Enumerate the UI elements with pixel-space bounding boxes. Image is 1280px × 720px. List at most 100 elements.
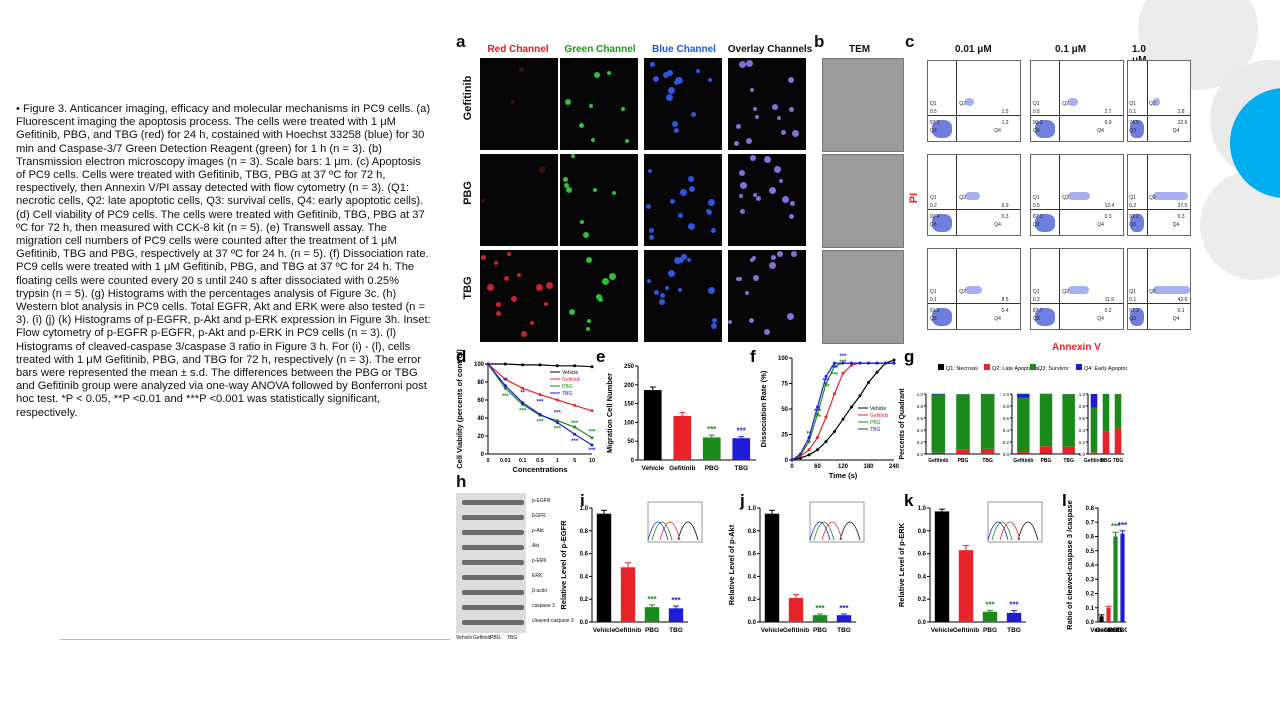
y-tick-label: 0.6 (580, 552, 589, 558)
significance-label: *** (814, 415, 822, 421)
cell-dot (755, 115, 759, 119)
event-cluster (1067, 191, 1090, 200)
y-tick-label: 0.8 (1003, 404, 1010, 409)
cell-dot (777, 116, 781, 120)
cell-dot (546, 282, 553, 289)
event-cluster (964, 285, 983, 294)
quadrant-value: 0.4 (1001, 308, 1009, 315)
data-point (816, 436, 819, 440)
quadrant-label: Q2 (959, 195, 966, 201)
cell-dot (756, 196, 761, 201)
cell-dot (707, 210, 712, 215)
data-point (799, 452, 802, 456)
legend-label: Vehicle (562, 370, 578, 376)
y-tick-label: 0.4 (748, 574, 757, 580)
event-cluster (964, 97, 974, 106)
quadrant-label: Q2 (959, 101, 966, 107)
y-tick-label: 0.1 (1086, 606, 1095, 612)
bar-gefitinib (673, 416, 692, 460)
stacked-segment (1062, 394, 1075, 447)
cell-dot (752, 256, 756, 260)
quadrant-value: 0.2 (1104, 308, 1112, 315)
data-point (790, 458, 794, 462)
x-tick-label: Vehicle (931, 627, 954, 634)
cell-dot (563, 177, 568, 182)
event-cluster (931, 120, 952, 138)
significance-label: ** (807, 432, 812, 438)
bar-vehicle (596, 513, 612, 622)
cell-dot (571, 154, 575, 158)
x-tick-label: Vehicle (761, 627, 784, 634)
y-tick-label: 0 (481, 452, 485, 458)
cell-dot (738, 277, 742, 281)
quadrant-value: 0.1 (1129, 109, 1137, 115)
y-tick-label: 0.2 (1086, 592, 1095, 598)
x-tick-label: Gefitinib (1095, 627, 1121, 634)
significance-label: *** (588, 429, 596, 435)
quadrant-label: Q3 (1032, 316, 1040, 323)
cell-dot (625, 139, 629, 143)
blot-band (462, 590, 524, 595)
data-point (503, 362, 507, 366)
cell-dot (481, 199, 485, 203)
y-tick-label: 0.6 (1086, 535, 1095, 541)
significance-label: *** (831, 366, 839, 372)
significance-label: *** (536, 419, 544, 425)
cell-dot (674, 257, 681, 264)
data-point (590, 409, 594, 413)
cell-dot (789, 107, 794, 112)
cell-dot (649, 235, 654, 240)
inset-histogram-curve (839, 521, 861, 541)
x-tick-label: TBG (1063, 458, 1074, 464)
quadrant-label: Q4 (1097, 222, 1104, 229)
bar-vehicle (1099, 616, 1104, 622)
quadrant-value: 11.9 (1104, 297, 1114, 303)
y-tick-label: 0.2 (1079, 440, 1086, 445)
significance-label: *** (831, 372, 839, 378)
channel-label-overlay: Overlay Channels (727, 44, 813, 55)
event-cluster (1034, 120, 1055, 138)
x-tick-label: Gefitinib (953, 627, 979, 634)
cell-dot (674, 80, 679, 85)
y-tick-label: 1.0 (1003, 392, 1010, 397)
cell-dot (734, 141, 739, 146)
cell-dot (746, 60, 753, 67)
y-tick-label: 25 (781, 433, 788, 439)
quadrant-value: 1.2 (1001, 120, 1009, 127)
data-point (538, 363, 542, 367)
data-point (875, 361, 879, 365)
data-point (521, 363, 525, 367)
quadrant-label: Q2 (1149, 101, 1156, 107)
quadrant-value: 12.4 (1104, 203, 1115, 209)
significance-label: *** (1009, 601, 1019, 610)
stacked-segment (1062, 446, 1075, 454)
x-tick-label: PBG (705, 465, 719, 472)
stacked-segment (1017, 397, 1030, 453)
quadrant-label: Q2 (1149, 289, 1156, 295)
inset-histogram-curve (809, 521, 831, 541)
cell-dot (579, 123, 584, 128)
cell-dot (678, 213, 683, 218)
data-point (833, 364, 836, 368)
legend-label: Q4: Early Apoptosis (1084, 366, 1127, 372)
panel-label-h: h (456, 472, 467, 491)
bar-tbg (1006, 612, 1022, 622)
significance-label: *** (571, 421, 579, 427)
micro-image-0-2 (644, 58, 722, 150)
stacked-segment (1090, 394, 1098, 408)
quadrant-value: 62.2 (1129, 214, 1139, 221)
cell-dot (580, 220, 584, 224)
cell-dot (665, 286, 669, 290)
y-tick-label: 0.4 (1086, 563, 1095, 569)
quadrant-line (1058, 61, 1060, 141)
event-cluster (1067, 285, 1090, 294)
quadrant-value: 0.3 (1177, 214, 1185, 221)
significance-label: *** (1118, 521, 1127, 530)
y-tick-label: 100 (474, 362, 485, 368)
stacked-segment (956, 449, 970, 454)
quadrant-label: Q3 (1129, 222, 1136, 229)
cell-dot (789, 214, 794, 219)
stacked-segment (1114, 394, 1122, 429)
significance-label: ** (520, 391, 525, 397)
quadrant-line (1031, 303, 1123, 305)
